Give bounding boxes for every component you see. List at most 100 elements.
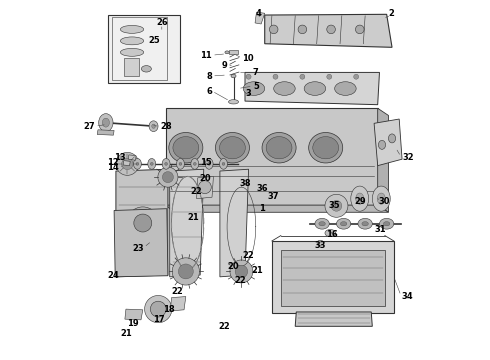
Circle shape [246,74,251,79]
Ellipse shape [309,132,343,163]
Text: 29: 29 [354,197,366,206]
Text: 33: 33 [315,241,326,250]
Circle shape [122,158,133,170]
Circle shape [134,214,152,232]
Text: 18: 18 [163,305,175,314]
Ellipse shape [176,158,184,169]
Circle shape [230,260,253,283]
Bar [108,15,180,83]
Ellipse shape [356,193,364,204]
Polygon shape [124,58,139,76]
Text: 27: 27 [83,122,95,131]
Text: 8: 8 [206,72,212,81]
Text: 36: 36 [256,184,268,193]
Circle shape [270,25,278,34]
Ellipse shape [220,158,227,169]
Text: 30: 30 [378,197,390,206]
Text: 28: 28 [160,122,172,131]
Text: 15: 15 [200,158,211,167]
Polygon shape [196,176,214,199]
Text: 21: 21 [121,329,132,338]
Circle shape [327,25,335,34]
Ellipse shape [228,100,239,104]
Circle shape [150,301,166,317]
Ellipse shape [378,140,386,149]
Ellipse shape [222,162,225,165]
Text: 20: 20 [200,175,211,184]
Text: 34: 34 [401,292,413,301]
Polygon shape [97,130,114,135]
Polygon shape [171,297,186,311]
Ellipse shape [179,162,182,165]
Polygon shape [128,155,136,160]
Text: 22: 22 [171,287,183,296]
Circle shape [145,296,172,323]
Ellipse shape [319,222,325,226]
Text: 1: 1 [259,204,265,213]
Ellipse shape [304,82,326,95]
Bar [112,17,167,80]
Polygon shape [166,205,389,212]
Ellipse shape [274,82,295,95]
Ellipse shape [266,136,292,159]
Text: 23: 23 [132,244,144,253]
Text: 31: 31 [375,225,387,234]
Bar [229,50,238,54]
Polygon shape [374,119,402,166]
Text: 2: 2 [389,9,394,18]
Circle shape [198,181,211,194]
Text: 37: 37 [267,192,279,201]
Circle shape [126,207,159,239]
Ellipse shape [231,74,236,78]
Ellipse shape [317,240,323,245]
Circle shape [178,264,194,279]
Ellipse shape [121,37,144,45]
Polygon shape [116,169,168,277]
Text: 10: 10 [242,54,254,63]
Text: 11: 11 [200,51,212,60]
Polygon shape [123,161,130,166]
Text: 22: 22 [243,251,254,260]
Text: 35: 35 [329,201,341,210]
Circle shape [355,25,364,34]
Ellipse shape [165,162,168,165]
Text: 22: 22 [235,276,246,285]
Ellipse shape [262,132,296,163]
Text: 13: 13 [114,153,126,162]
Ellipse shape [325,229,336,237]
Ellipse shape [141,66,151,72]
Ellipse shape [351,186,368,211]
Circle shape [235,265,248,278]
Polygon shape [245,72,379,105]
Ellipse shape [121,26,144,33]
Text: 17: 17 [153,315,165,324]
Ellipse shape [121,48,144,56]
Ellipse shape [208,162,211,165]
Ellipse shape [150,162,153,165]
Text: 22: 22 [219,322,230,331]
Circle shape [298,25,307,34]
Ellipse shape [313,136,339,159]
Bar [272,241,394,313]
Ellipse shape [205,158,213,169]
Text: 6: 6 [206,86,212,95]
Text: 22: 22 [191,187,202,196]
Circle shape [172,258,199,285]
Circle shape [162,172,173,183]
Ellipse shape [216,132,249,163]
Polygon shape [125,309,143,320]
Ellipse shape [358,219,372,229]
Circle shape [273,74,278,79]
Text: 32: 32 [403,153,415,162]
Ellipse shape [372,186,390,211]
Ellipse shape [315,219,329,229]
Text: 12: 12 [107,158,119,167]
Polygon shape [220,169,248,277]
Circle shape [327,74,332,79]
Polygon shape [265,14,392,47]
Ellipse shape [162,158,170,169]
Text: 25: 25 [149,36,161,45]
Ellipse shape [194,162,196,165]
Text: 19: 19 [127,319,139,328]
Ellipse shape [335,82,356,95]
